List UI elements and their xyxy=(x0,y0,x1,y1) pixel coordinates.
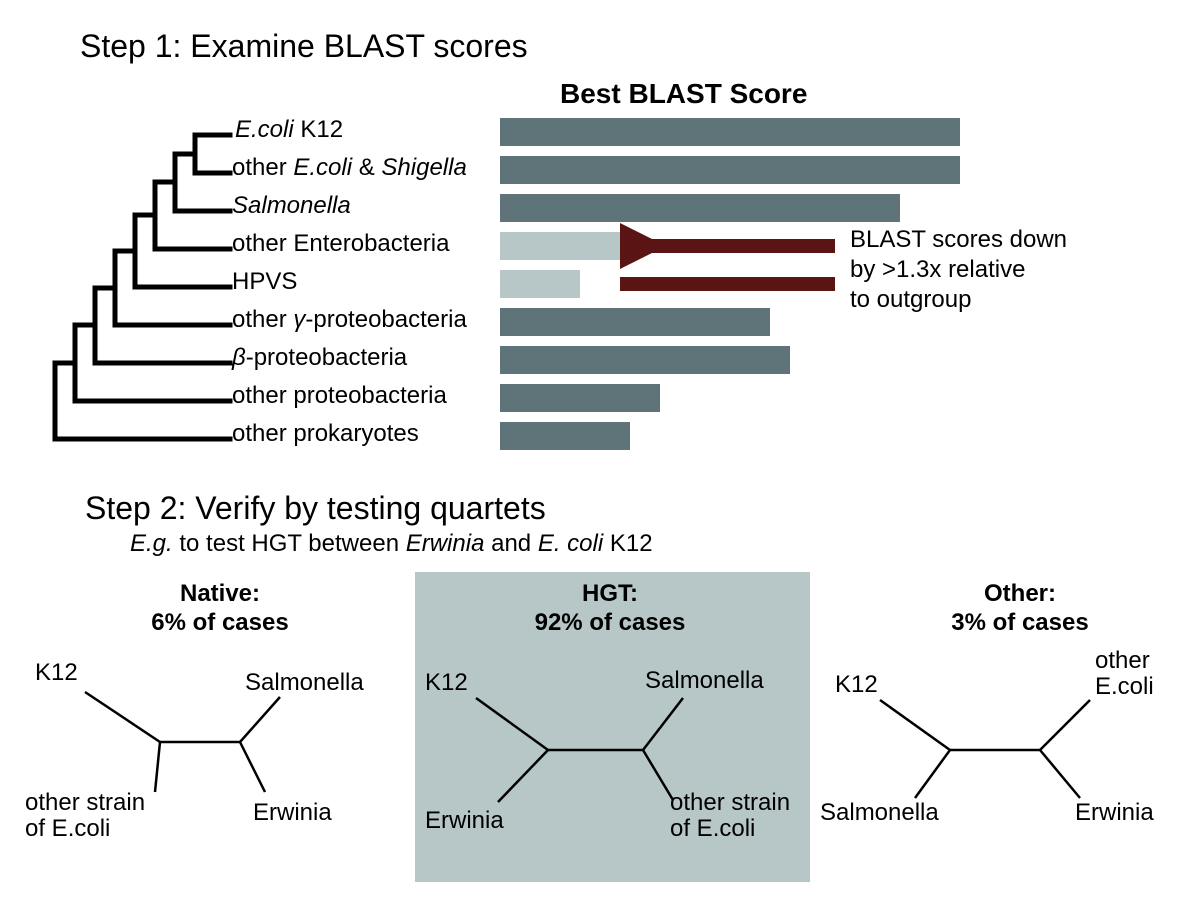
step2-title: Step 2: Verify by testing quartets xyxy=(85,490,546,527)
annotation-line2: by >1.3x relative xyxy=(850,255,1067,285)
annotation-text: BLAST scores down by >1.3x relative to o… xyxy=(850,225,1067,315)
chart-title: Best BLAST Score xyxy=(560,78,807,110)
score-bar xyxy=(500,308,770,336)
phylo-tree xyxy=(45,115,245,485)
score-bar xyxy=(500,232,620,260)
score-bar xyxy=(500,384,660,412)
taxon-label: other prokaryotes xyxy=(232,420,419,448)
panel-hgt-title: HGT: 92% of cases xyxy=(460,580,760,638)
annotation-line1: BLAST scores down xyxy=(850,225,1067,255)
score-bar xyxy=(500,156,960,184)
taxon-label: HPVS xyxy=(232,268,297,296)
quartet-other-tree xyxy=(830,680,1170,840)
score-bar xyxy=(500,118,960,146)
taxon-label: other E.coli & Shigella xyxy=(232,154,467,182)
score-bar xyxy=(500,270,580,298)
panel-native-title: Native: 6% of cases xyxy=(70,580,370,638)
step2-subtitle: E.g. to test HGT between Erwinia and E. … xyxy=(130,530,653,558)
quartet-hgt-tree xyxy=(428,680,788,840)
annotation-line3: to outgroup xyxy=(850,285,1067,315)
taxon-label: E.coli K12 xyxy=(235,116,343,144)
score-bar xyxy=(500,422,630,450)
taxon-label: Salmonella xyxy=(232,192,351,220)
taxon-label: β-proteobacteria xyxy=(232,344,407,372)
taxon-label: other Enterobacteria xyxy=(232,230,449,258)
quartet-native-tree xyxy=(40,672,380,832)
score-bar xyxy=(500,346,790,374)
panel-other-title: Other: 3% of cases xyxy=(870,580,1170,638)
score-bar xyxy=(500,194,900,222)
taxon-label: other proteobacteria xyxy=(232,382,447,410)
step1-title: Step 1: Examine BLAST scores xyxy=(80,28,528,65)
taxon-label: other γ-proteobacteria xyxy=(232,306,467,334)
annotation-arrows xyxy=(620,222,850,312)
